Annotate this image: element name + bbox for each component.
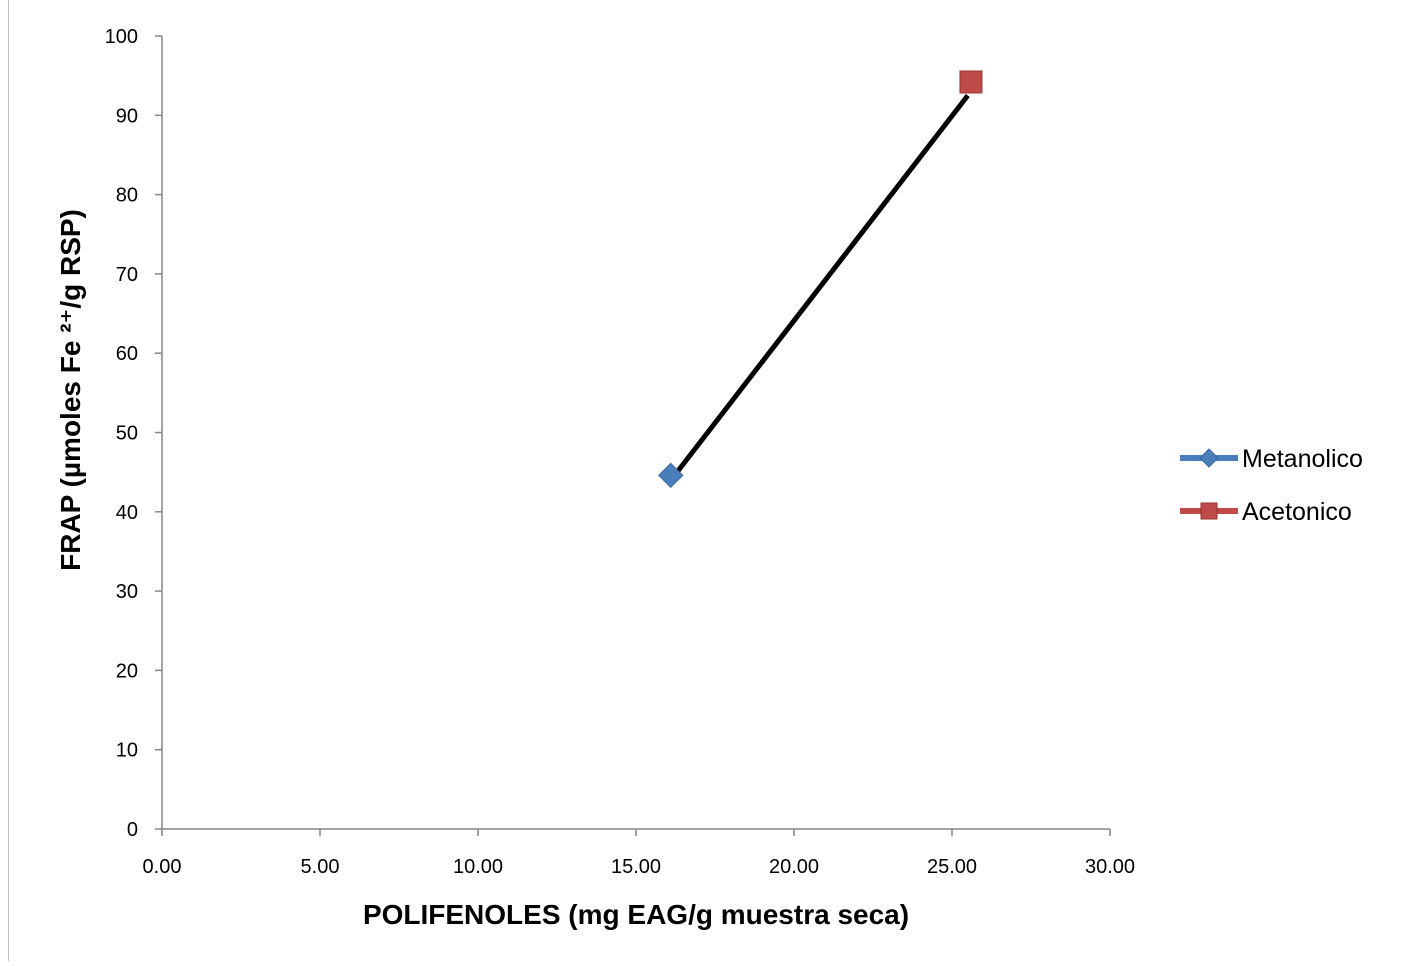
y-tick-label: 100 bbox=[105, 26, 138, 48]
x-tick-label: 30.00 bbox=[1085, 856, 1135, 878]
x-tick-label: 0.00 bbox=[143, 856, 182, 878]
page-left-border bbox=[8, 0, 9, 961]
ticks-layer: 0 10 20 30 40 50 60 70 80 90 100 0.00 5.00 10.00 15.00… bbox=[105, 26, 1135, 878]
x-tick-label: 20.00 bbox=[769, 856, 819, 878]
y-axis-title: FRAP (µmoles Fe ²⁺/g RSP) bbox=[55, 209, 86, 571]
y-tick-label: 30 bbox=[116, 581, 138, 603]
x-axis-title: POLIFENOLES (mg EAG/g muestra seca) bbox=[363, 899, 909, 930]
legend-label: Metanolico bbox=[1242, 445, 1363, 473]
x-tick-label: 15.00 bbox=[611, 856, 661, 878]
y-tick-label: 90 bbox=[116, 105, 138, 127]
y-tick-label: 70 bbox=[116, 264, 138, 286]
legend-item-metanolico: Metanolico bbox=[1180, 445, 1363, 473]
x-tick-label: 5.00 bbox=[301, 856, 340, 878]
x-tick-label: 25.00 bbox=[927, 856, 977, 878]
legend-marker bbox=[1199, 448, 1219, 468]
x-tick-label: 10.00 bbox=[453, 856, 503, 878]
legend-marker bbox=[1200, 502, 1218, 520]
y-tick-label: 40 bbox=[116, 502, 138, 524]
y-tick-label: 60 bbox=[116, 343, 138, 365]
trendline bbox=[675, 93, 970, 474]
points-layer bbox=[658, 70, 983, 489]
trendline-layer bbox=[675, 93, 970, 474]
y-tick-label: 0 bbox=[127, 819, 138, 841]
y-tick-label: 80 bbox=[116, 185, 138, 207]
legend-label: Acetonico bbox=[1242, 498, 1352, 526]
y-tick-label: 50 bbox=[116, 423, 138, 445]
y-tick-label: 20 bbox=[116, 660, 138, 682]
data-point-metanolico bbox=[658, 462, 684, 489]
legend-item-acetonico: Acetonico bbox=[1180, 498, 1352, 526]
data-point-acetonico bbox=[959, 70, 983, 94]
axes-layer bbox=[161, 36, 1110, 830]
legend: Metanolico Acetonico bbox=[1180, 445, 1363, 526]
y-tick-label: 10 bbox=[116, 740, 138, 762]
